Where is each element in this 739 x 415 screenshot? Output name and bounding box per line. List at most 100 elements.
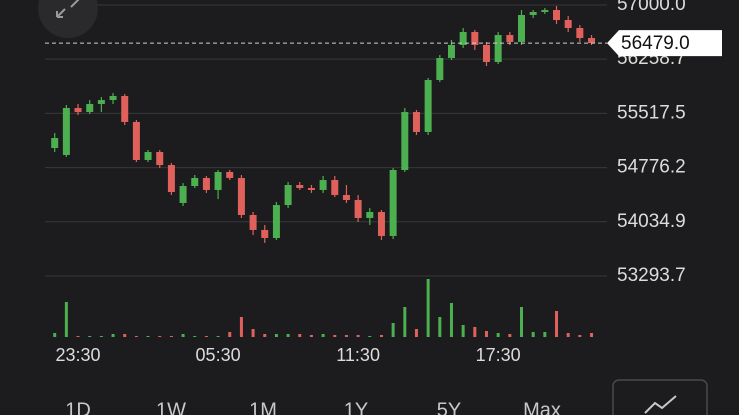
x-tick-label: 05:30 [196,345,241,365]
volume-bar [286,334,290,337]
volume-bar [64,302,68,337]
candle-body [494,35,502,63]
volume-bar [216,336,220,337]
volume-bar [158,336,162,337]
volume-bar [414,329,418,337]
candle-body [366,211,374,218]
y-tick-label: 54034.9 [617,211,686,232]
candle-body [202,177,210,190]
candle-body [86,103,94,113]
volume-bar [298,334,302,337]
chart-type-button[interactable] [612,379,708,415]
range-button[interactable]: 5Y [437,399,461,415]
candle-body [179,186,187,203]
volume-bar [333,335,337,337]
volume-bar [391,323,395,337]
candle-body [307,187,315,190]
y-tick-label: 54776.2 [617,157,686,178]
volume-bar [543,332,547,337]
candle-body [436,57,444,80]
volume-bar [426,279,430,337]
candle-body [401,112,409,171]
candle-body [249,214,257,230]
volume-bar [88,336,92,337]
volume-bar [531,332,535,337]
candle-body [132,121,140,160]
candle-body [564,20,572,29]
volume-bar [578,335,582,337]
volume-bar [111,334,115,337]
candle-body [518,14,525,42]
candle-body [424,79,432,132]
volume-bar [508,334,512,337]
candle-body [459,32,467,45]
candle-body [588,38,596,44]
candle-body [284,184,292,206]
candle-body [506,35,514,42]
candle-body [272,205,280,239]
range-button[interactable]: 1W [156,399,186,415]
candle-body [62,108,70,156]
volume-bar [228,332,232,337]
volume-bar [555,311,559,337]
x-tick-label: 17:30 [476,345,521,365]
candle-body [412,112,420,132]
candle-body [541,10,549,12]
volume-bar [590,333,594,337]
volume-bar [379,335,383,337]
volume-bar [204,336,208,337]
candle-body [529,11,537,15]
volume-bar [181,334,185,337]
candle-body [191,177,199,187]
candle-body [237,177,245,215]
volume-bar [239,317,243,337]
candle-body [226,171,234,178]
candle-body [553,10,561,21]
chart-type-icon [644,395,677,414]
candle-body [389,170,397,236]
volume-bar [53,333,57,337]
volume-bar [251,329,255,337]
candle-body [109,96,117,101]
candle-body [377,211,385,236]
candle-body [214,171,222,190]
candle-body [261,229,269,239]
candle-body [167,165,175,193]
range-button[interactable]: 1Y [344,399,368,415]
range-button[interactable]: 1M [249,399,277,415]
volume-bar [496,333,500,337]
candle-body [319,180,327,190]
volume-bar [461,325,465,337]
last-price-tag [607,30,722,57]
y-tick-label: 55517.5 [617,102,686,123]
volume-bar [76,336,80,337]
x-tick-label: 23:30 [56,345,101,365]
expand-button-bg[interactable] [38,0,98,38]
candle-body [447,44,455,58]
volume-bar [321,334,325,337]
volume-bar [146,336,150,337]
expand-icon [56,0,80,18]
candle-body [296,184,304,188]
expand-button[interactable] [38,0,98,38]
range-button[interactable]: Max [523,399,561,415]
y-tick-label: 53293.7 [617,265,686,286]
candle-body [482,44,490,63]
candle-body [97,100,105,104]
candle-body [471,32,479,45]
candle-body [576,28,584,39]
volume-bar [438,317,442,337]
volume-bar [123,334,127,337]
range-button[interactable]: 1D [65,399,91,415]
candle-body [331,180,339,196]
candle-body [121,96,129,122]
chart-type-button-bg[interactable] [612,379,708,415]
volume-bar [274,334,278,337]
volume-bar [193,336,197,337]
volume-bar [134,336,138,337]
volume-bar [169,336,173,337]
volume-bar [263,334,267,337]
candle-body [144,152,152,160]
